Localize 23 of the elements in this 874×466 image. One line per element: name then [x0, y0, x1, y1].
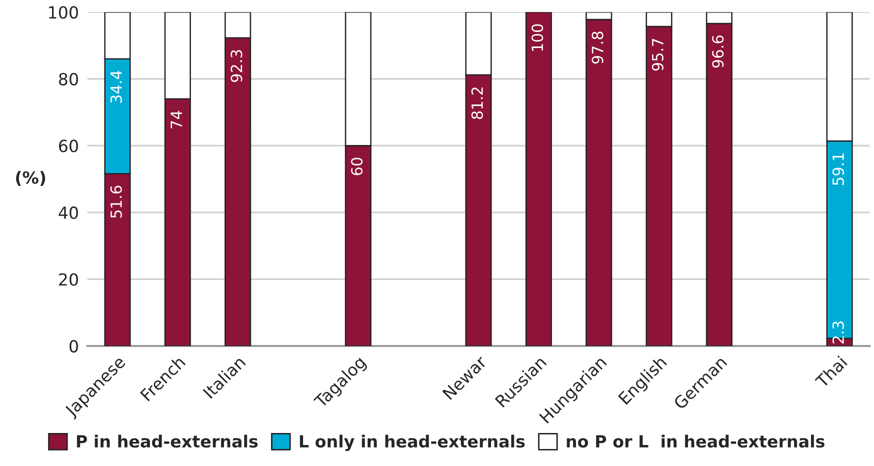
y-tick-label: 0	[70, 340, 78, 353]
data-label: 92.3	[230, 50, 242, 82]
legend-label: L only in head-externals	[300, 434, 525, 451]
data-label: 59.1	[832, 154, 844, 185]
data-label: 100	[532, 24, 544, 51]
y-tick-label: 20	[59, 273, 78, 286]
data-label: 51.6	[110, 186, 122, 218]
y-tick-label: 40	[58, 206, 78, 220]
data-label: 81.2	[471, 88, 483, 119]
legend-label: P in head-externals	[76, 434, 258, 448]
data-label: 74	[170, 110, 182, 128]
data-label: 95.7	[652, 38, 664, 71]
data-label: 60	[351, 158, 363, 176]
data-label: 97.8	[592, 32, 604, 64]
data-label: 2.3	[832, 322, 844, 344]
data-label: 96.6	[712, 36, 724, 68]
bar	[525, 12, 552, 346]
y-tick-label: 100	[49, 6, 78, 19]
y-tick-label: 80	[58, 72, 78, 86]
legend-label: no P or L in head-externals	[566, 434, 824, 448]
y-tick-label: 60	[59, 140, 78, 152]
data-label: 34.4	[110, 70, 122, 103]
y-axis-title: (%)	[16, 171, 46, 186]
